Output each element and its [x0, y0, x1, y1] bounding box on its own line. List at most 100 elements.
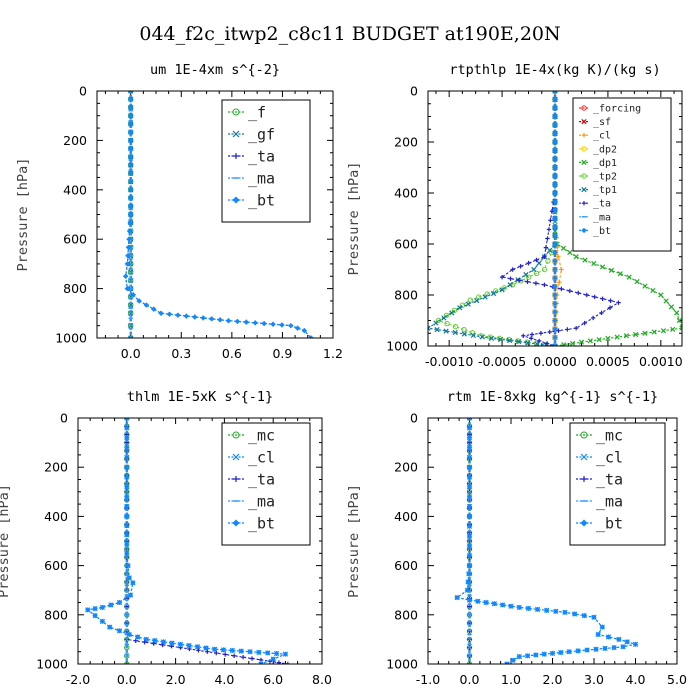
- series-point-cl: [557, 280, 562, 285]
- series-point-bt: [552, 283, 558, 290]
- series-point-cl: [555, 254, 561, 259]
- y-axis-label: Pressure [hPa]: [346, 484, 362, 598]
- x-tick-label: 3.0: [584, 672, 604, 687]
- series-point-cl: [466, 418, 473, 421]
- series-point-tp1: [523, 271, 529, 278]
- series-point-bt: [258, 661, 264, 664]
- series-point-tp2: [444, 320, 450, 327]
- legend: _mc _cl _ta _ma _bt: [221, 422, 311, 546]
- series-point-dp1: [668, 304, 675, 310]
- legend-marker: [232, 196, 240, 204]
- chart-panel-3: thlm 1E-5xK s^{-1} Pressure [hPa] 0 200 400 6…: [0, 389, 332, 687]
- series-point-ta: [508, 276, 513, 281]
- series-point-tp1: [534, 341, 540, 346]
- y-tick-label: 1000: [55, 331, 87, 346]
- series-point-bt: [595, 631, 601, 638]
- legend-entry: _ta: [248, 470, 275, 488]
- chart-panel-4: rtm 1E-8xkg kg^{-1} s^{-1} Pressure [hPa]…: [346, 389, 687, 687]
- series-point-bt: [581, 612, 588, 619]
- series-point-tp1: [452, 329, 458, 336]
- y-tick-label: 200: [63, 133, 87, 148]
- series-point-ta: [526, 260, 531, 266]
- series-point-bt: [504, 661, 510, 664]
- series-point-dp1: [617, 271, 623, 277]
- series-point-bt: [203, 645, 209, 651]
- series-point-bt: [605, 634, 612, 640]
- panel-title: rtpthlp 1E-4x(kg K)/(kg s): [449, 62, 660, 78]
- series-point-bt: [169, 640, 175, 646]
- legend-marker: [233, 153, 239, 159]
- y-tick-label: 400: [63, 182, 87, 197]
- y-tick-label: 800: [63, 281, 87, 296]
- series-point-tp2: [533, 270, 540, 277]
- y-axis-label: Pressure [hPa]: [15, 158, 31, 272]
- series-point-tp1: [488, 335, 495, 341]
- series-point-dp1: [679, 325, 682, 331]
- series-point-ta: [556, 328, 561, 333]
- y-tick-label: 800: [394, 607, 418, 622]
- series-point-bt: [107, 624, 113, 630]
- series-point-dp1: [552, 228, 558, 234]
- series-point-tp2: [461, 326, 467, 333]
- series-point-tp2: [484, 291, 490, 297]
- x-tick-label: -0.0005: [478, 354, 526, 369]
- legend-entry: _ta: [248, 147, 275, 165]
- series-point-bt: [99, 604, 106, 611]
- series-point-tp2: [451, 307, 458, 313]
- series-point-bt: [128, 91, 134, 94]
- series-point-dp1: [674, 310, 680, 316]
- series-point-bt: [593, 646, 599, 652]
- series-point-bt: [247, 649, 253, 655]
- legend-marker: [232, 453, 240, 461]
- series-point-bt: [238, 648, 244, 654]
- series-point-bt: [466, 444, 473, 451]
- series-point-bt: [124, 285, 131, 292]
- legend-entry: _gf: [248, 125, 275, 143]
- series-point-bt: [558, 649, 564, 656]
- series-point-bt: [186, 642, 192, 649]
- series-point-bt: [130, 580, 136, 586]
- series-point-ta: [231, 653, 237, 658]
- series-point-bt: [270, 656, 276, 662]
- legend-marker: [581, 159, 587, 166]
- legend-entry: _ma: [248, 492, 275, 510]
- series-point-bt: [128, 113, 134, 119]
- x-tick-label: 2.0: [543, 672, 563, 687]
- series-point-dp1: [623, 333, 630, 339]
- series-line-bt: [125, 91, 312, 338]
- series-line-bt: [86, 418, 286, 664]
- legend-marker: [580, 431, 588, 439]
- y-tick-label: 200: [44, 460, 68, 475]
- series-point-bt: [525, 605, 532, 612]
- series-point-tp1: [474, 297, 480, 304]
- series-point-cl: [559, 267, 564, 272]
- series-point-bt: [491, 601, 498, 607]
- series-point-bt: [160, 639, 167, 645]
- series-point-ta: [205, 649, 210, 654]
- series-point-bt: [256, 649, 262, 656]
- series-point-bt: [483, 599, 489, 606]
- series-point-bt: [124, 532, 130, 538]
- plot-frame: [427, 90, 683, 347]
- series-point-gf: [128, 91, 134, 94]
- series-point-bt: [584, 647, 590, 653]
- series-point-bt: [116, 628, 123, 634]
- series-point-bt: [466, 597, 473, 603]
- x-tick-label: 5.0: [667, 672, 687, 687]
- panels: um 1E-4xm s^{-2} Pressure [hPa] 0 200 400 600…: [0, 62, 687, 687]
- series-point-ta: [549, 209, 555, 214]
- series-point-bt: [552, 198, 558, 205]
- series-group: [85, 418, 291, 664]
- legend-marker: [581, 173, 587, 179]
- series-point-ta: [559, 286, 564, 292]
- x-tick-label: 2.0: [166, 672, 186, 687]
- series-point-tp1: [516, 339, 522, 345]
- series-point-ta: [285, 661, 291, 664]
- series-point-bt: [466, 454, 473, 461]
- series-point-bt: [126, 575, 132, 581]
- series-point-dp1: [634, 278, 640, 285]
- series-point-bt: [552, 190, 558, 196]
- series-point-dp1: [626, 274, 632, 280]
- series-point-tp1: [433, 320, 439, 326]
- series-point-bt: [152, 637, 158, 644]
